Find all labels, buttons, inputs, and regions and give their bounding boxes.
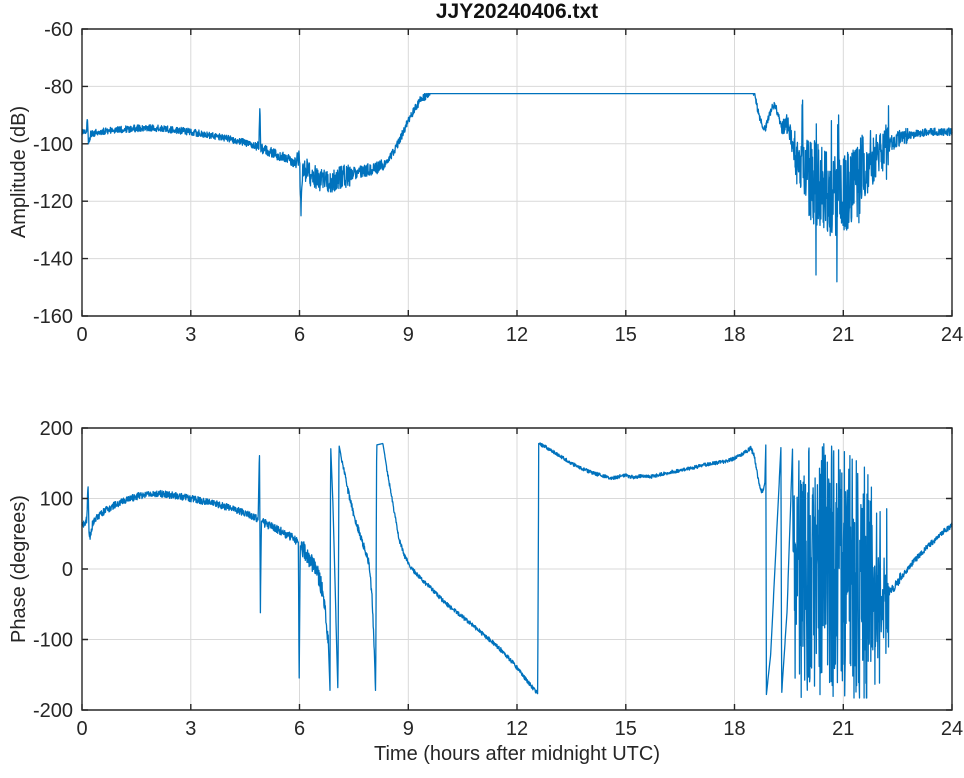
x-tick-label: 24 <box>941 718 963 740</box>
x-tick-label: 15 <box>615 324 637 346</box>
y-tick-label: -160 <box>33 306 73 328</box>
y-tick-label: -120 <box>33 191 73 213</box>
axes-box <box>81 427 953 711</box>
x-tick-label: 15 <box>615 718 637 740</box>
x-tick-label: 21 <box>832 718 854 740</box>
x-tick-label: 18 <box>723 718 745 740</box>
x-tick-label: 18 <box>723 324 745 346</box>
x-tick-label: 21 <box>832 324 854 346</box>
series-line-amplitude-dB <box>81 92 953 283</box>
y-tick-label: -80 <box>44 76 73 98</box>
x-tick-label: 9 <box>403 324 414 346</box>
phase-axes: 0 3 6 9 12 15 18 21 24 -200 -100 0 100 200 <box>33 418 963 740</box>
x-axis-label: Time (hours after midnight UTC) <box>374 743 660 765</box>
x-tick-label: 9 <box>403 718 414 740</box>
y-tick-label: -200 <box>33 700 73 722</box>
y-tick-label: -100 <box>33 134 73 156</box>
x-tick-label: 0 <box>76 718 87 740</box>
figure-title: JJY20240406.txt <box>435 0 599 23</box>
y-tick-label: 200 <box>40 418 73 440</box>
y-tick-label: -60 <box>44 19 73 41</box>
y-tick-label: -140 <box>33 249 73 271</box>
y-tick-label: 100 <box>40 489 73 511</box>
x-tick-label: 24 <box>941 324 963 346</box>
y-tick-label: -100 <box>33 630 73 652</box>
amplitude-axes: 0 3 6 9 12 15 18 21 24 -160 -140 -120 -100 -80 -60 <box>33 19 963 346</box>
x-tick-label: 6 <box>294 718 305 740</box>
x-tick-label: 3 <box>185 718 196 740</box>
series-line-phase-degrees <box>81 442 953 699</box>
x-tick-label: 12 <box>506 718 528 740</box>
x-tick-label: 3 <box>185 324 196 346</box>
x-tick-label: 0 <box>76 324 87 346</box>
y-tick-label: 0 <box>62 559 73 581</box>
x-tick-label: 6 <box>294 324 305 346</box>
axes-box <box>81 28 953 317</box>
x-tick-label: 12 <box>506 324 528 346</box>
